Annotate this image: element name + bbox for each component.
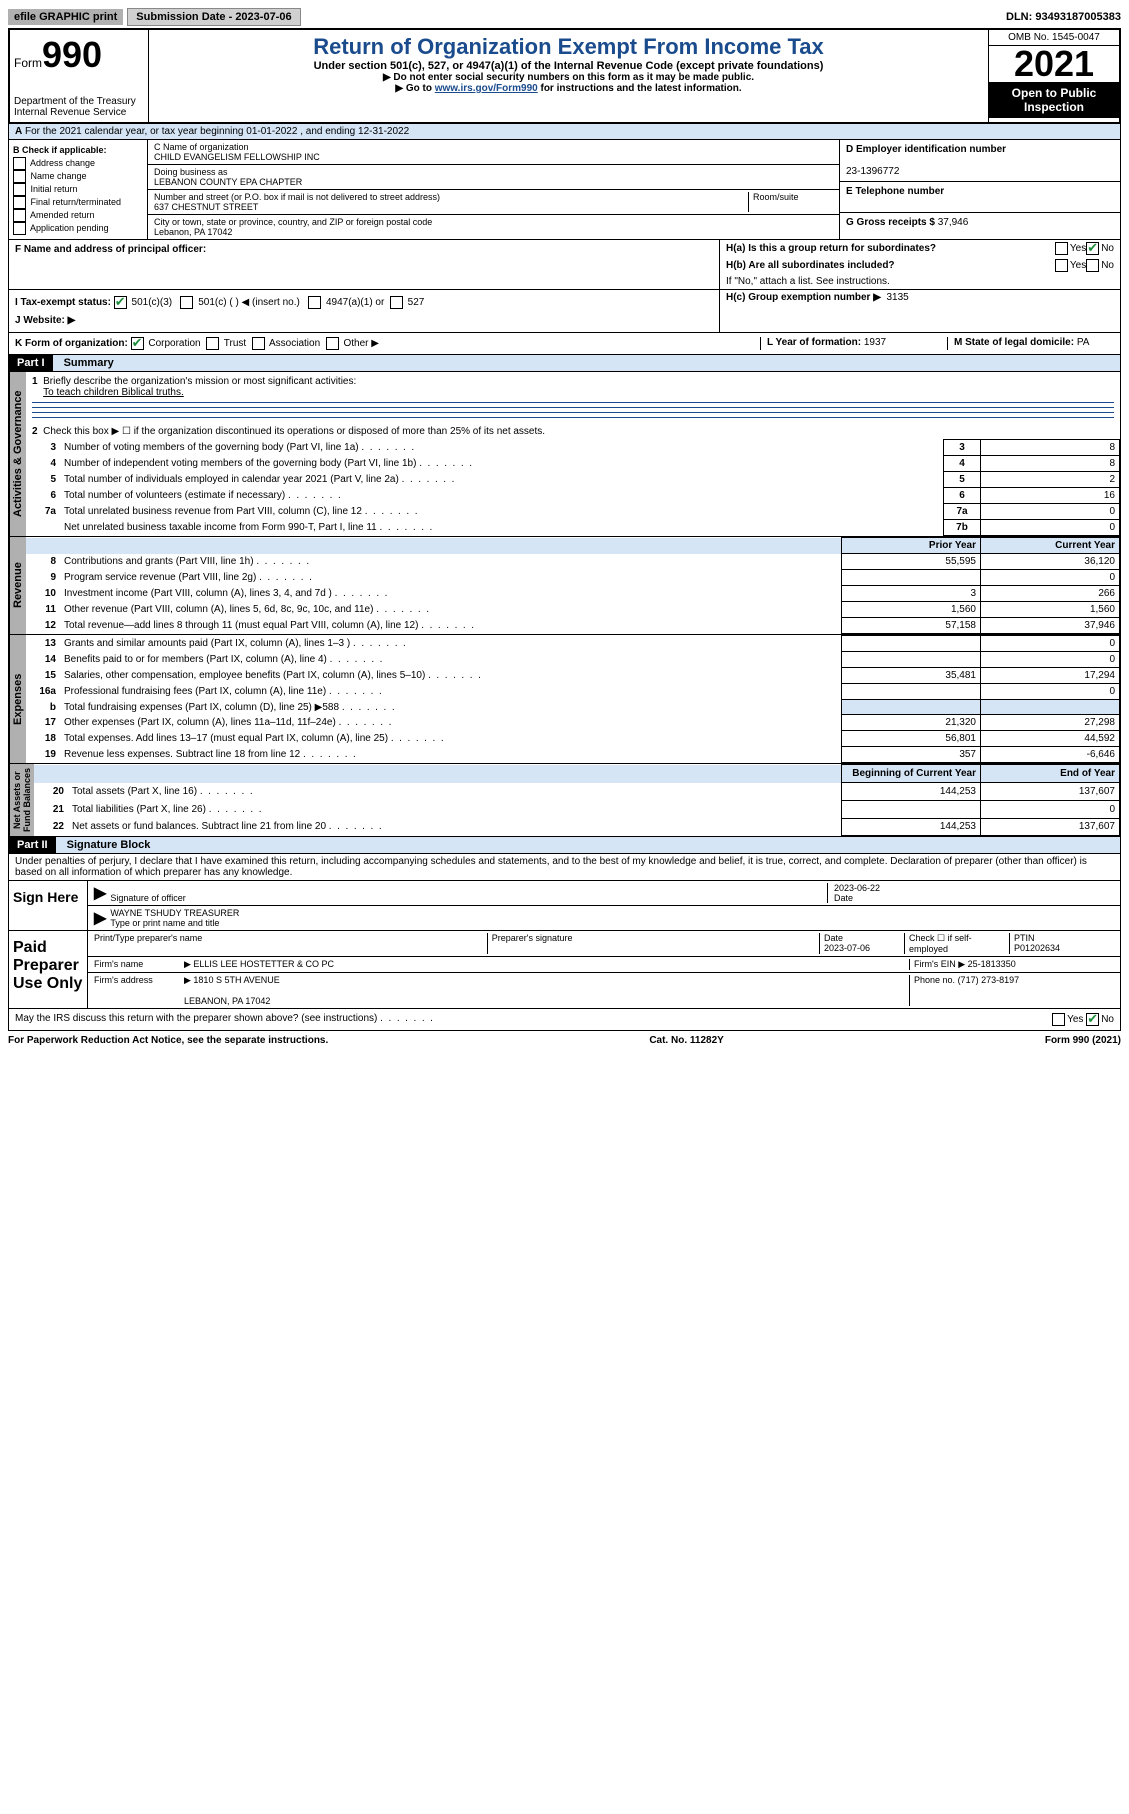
form-title: Return of Organization Exempt From Incom… (153, 34, 984, 60)
top-bar: efile GRAPHIC print Submission Date - 20… (8, 8, 1121, 26)
ein-value: 23-1396772 (846, 166, 899, 177)
paid-preparer-section: Paid Preparer Use Only Print/Type prepar… (8, 931, 1121, 1009)
officer-name: WAYNE TSHUDY TREASURER (110, 908, 239, 918)
irs-label: Internal Revenue Service (14, 107, 144, 118)
submission-date-btn[interactable]: Submission Date - 2023-07-06 (127, 8, 300, 26)
sign-here-section: Sign Here ▶ Signature of officer 2023-06… (8, 881, 1121, 931)
efile-label: efile GRAPHIC print (8, 9, 123, 25)
dba-name: LEBANON COUNTY EPA CHAPTER (154, 177, 302, 187)
firm-name: ▶ ELLIS LEE HOSTETTER & CO PC (184, 959, 909, 970)
city-state-zip: Lebanon, PA 17042 (154, 227, 232, 237)
form-note2: ▶ Go to www.irs.gov/Form990 for instruct… (153, 83, 984, 94)
expenses-table: 13Grants and similar amounts paid (Part … (26, 635, 1120, 763)
street-address: 637 CHESTNUT STREET (154, 202, 258, 212)
section-ij: I Tax-exempt status: 501(c)(3) 501(c) ( … (8, 290, 1121, 333)
page-footer: For Paperwork Reduction Act Notice, see … (8, 1031, 1121, 1046)
dept-label: Department of the Treasury (14, 96, 144, 107)
org-name: CHILD EVANGELISM FELLOWSHIP INC (154, 152, 320, 162)
netassets-table: Beginning of Current YearEnd of Year20To… (34, 764, 1120, 836)
vert-governance: Activities & Governance (9, 372, 26, 536)
section-klm: K Form of organization: Corporation Trus… (8, 333, 1121, 355)
form-number: Form990 (14, 34, 144, 76)
section-bcd: B Check if applicable: Address change Na… (8, 140, 1121, 240)
mission-text: To teach children Biblical truths. (43, 387, 184, 398)
vert-expenses: Expenses (9, 635, 26, 763)
dln-label: DLN: 93493187005383 (1006, 11, 1121, 23)
vert-netassets: Net Assets orFund Balances (9, 764, 34, 836)
form-note1: ▶ Do not enter social security numbers o… (153, 72, 984, 83)
tax-year: 2021 (989, 46, 1119, 82)
gross-receipts: 37,946 (938, 217, 969, 228)
part1-expenses: Expenses 13Grants and similar amounts pa… (8, 635, 1121, 764)
open-public-badge: Open to Public Inspection (989, 82, 1119, 118)
instructions-link[interactable]: www.irs.gov/Form990 (435, 83, 538, 94)
may-irs-row: May the IRS discuss this return with the… (8, 1009, 1121, 1031)
governance-table: 3Number of voting members of the governi… (26, 439, 1120, 536)
form-header: Form990 Department of the Treasury Inter… (8, 28, 1121, 124)
penalty-text: Under penalties of perjury, I declare th… (8, 854, 1121, 881)
part1-netassets: Net Assets orFund Balances Beginning of … (8, 764, 1121, 837)
box-d: D Employer identification number 23-1396… (839, 140, 1120, 239)
section-fh: F Name and address of principal officer:… (8, 240, 1121, 290)
part1-revenue: Revenue Prior YearCurrent Year8Contribut… (8, 537, 1121, 635)
vert-revenue: Revenue (9, 537, 26, 634)
part2-header: Part II Signature Block (8, 837, 1121, 854)
part1-body: Activities & Governance 1 Briefly descri… (8, 372, 1121, 537)
group-exemption: 3135 (886, 292, 908, 303)
box-c: C Name of organization CHILD EVANGELISM … (148, 140, 839, 239)
part1-header: Part I Summary (8, 355, 1121, 372)
form-subtitle: Under section 501(c), 527, or 4947(a)(1)… (153, 60, 984, 72)
line-a: A For the 2021 calendar year, or tax yea… (8, 124, 1121, 140)
revenue-table: Prior YearCurrent Year8Contributions and… (26, 537, 1120, 634)
box-b: B Check if applicable: Address change Na… (9, 140, 148, 239)
